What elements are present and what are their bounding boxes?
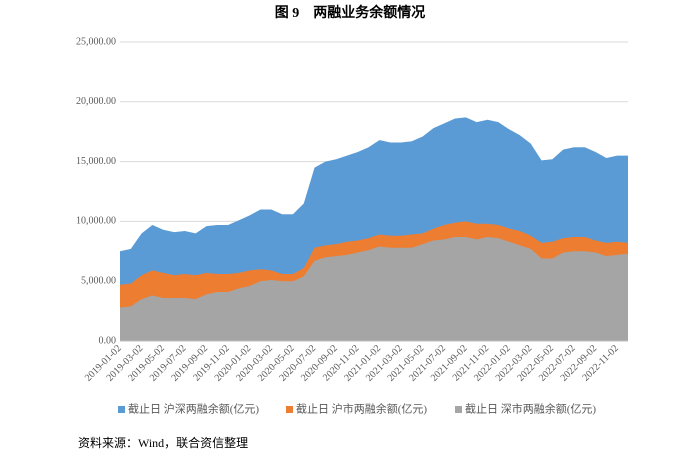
y-tick-label: 25,000.00 — [76, 36, 116, 47]
y-tick-label: 5,000.00 — [81, 275, 116, 286]
y-tick-label: 0.00 — [99, 335, 117, 346]
legend-label: 截止日 深市两融余额(亿元) — [465, 402, 596, 416]
legend-swatch — [118, 406, 125, 413]
y-tick-label: 10,000.00 — [76, 216, 116, 227]
legend-label: 截止日 沪深两融余额(亿元) — [128, 402, 259, 416]
y-tick-label: 20,000.00 — [76, 96, 116, 107]
legend-label: 截止日 沪市两融余额(亿元) — [296, 402, 427, 416]
chart-title: 图 9 两融业务余额情况 — [275, 4, 426, 21]
legend-swatch — [286, 406, 293, 413]
source: 资料来源：Wind，联合资信整理 — [78, 435, 248, 450]
legend-swatch — [455, 406, 462, 413]
y-tick-label: 15,000.00 — [76, 156, 116, 167]
area — [120, 236, 628, 341]
